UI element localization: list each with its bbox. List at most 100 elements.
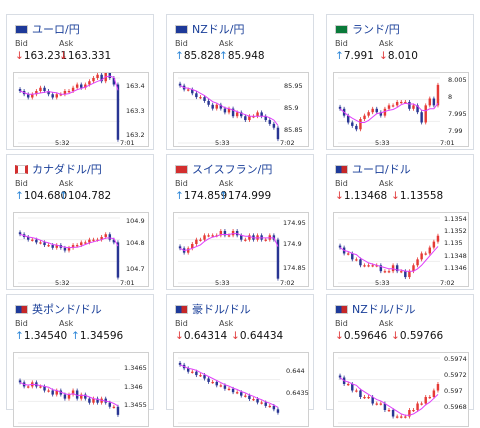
- candle-body: [264, 239, 267, 241]
- candle-body: [404, 271, 407, 278]
- card-title[interactable]: NZドル/ドル: [335, 301, 415, 317]
- card-eur-usd[interactable]: ユーロ/ドル Bid Ask ↓1.13468 ↓1.13558 1.1354 …: [326, 154, 474, 290]
- candle-body: [100, 236, 103, 240]
- candle-body: [240, 392, 243, 396]
- ask-label: Ask: [379, 179, 394, 188]
- candle-body: [391, 265, 395, 272]
- ask-value: ↓163.331: [59, 50, 112, 62]
- candle-body: [346, 253, 350, 255]
- candle-body: [379, 265, 383, 272]
- card-title[interactable]: ランド/円: [335, 21, 400, 37]
- candle-body: [35, 91, 38, 95]
- candle-body: [432, 241, 436, 248]
- candle-body: [39, 87, 42, 91]
- y-tick-label: 85.95: [284, 82, 303, 90]
- card-gbp-usd[interactable]: 英ポンド/ドル Bid Ask ↑1.34540 ↑1.34596 1.3465…: [6, 294, 154, 427]
- card-title[interactable]: NZドル/円: [175, 21, 244, 37]
- card-zar-jpy[interactable]: ランド/円 Bid Ask ↑7.991 ↓8.010 8.005 8 7.99…: [326, 14, 474, 150]
- candle-body: [391, 410, 395, 417]
- bid-value: ↓0.64314: [175, 330, 228, 342]
- card-cad-jpy[interactable]: カナダドル/円 Bid Ask ↑104.680 ↑104.782 104.9 …: [6, 154, 154, 290]
- arrow-down-icon: ↓: [335, 330, 344, 342]
- candle-body: [51, 390, 54, 395]
- candle-body: [428, 397, 432, 399]
- card-title[interactable]: ユーロ/ドル: [335, 161, 411, 177]
- y-tick-label: 0.644: [286, 367, 305, 375]
- x-tick-label: 5:33: [215, 139, 230, 147]
- y-tick-label: 163.2: [126, 131, 145, 139]
- ask-label: Ask: [219, 179, 234, 188]
- bid-value: ↑7.991: [335, 50, 374, 62]
- candle-body: [80, 242, 83, 246]
- bid-label: Bid: [335, 39, 348, 48]
- candle-body: [116, 84, 120, 140]
- candle-body: [92, 78, 95, 82]
- candle-body: [338, 106, 342, 109]
- candle-body: [219, 104, 223, 109]
- candle-body: [268, 405, 272, 408]
- price-chart: 163.4 163.3 163.2: [13, 72, 149, 147]
- moving-average-line: [179, 85, 279, 126]
- card-aud-usd[interactable]: 豪ドル/ドル Bid Ask ↓0.64314 ↓0.64434 0.644 0…: [166, 294, 314, 427]
- price-chart: 1.3465 1.346 1.3455: [13, 352, 149, 427]
- candle-body: [395, 416, 399, 418]
- ask-label: Ask: [59, 319, 74, 328]
- candle-body: [420, 403, 423, 405]
- candle-body: [363, 397, 366, 399]
- candle-body: [71, 245, 75, 248]
- card-chf-jpy[interactable]: スイスフラン/円 Bid Ask ↑174.859 ↑174.999 174.9…: [166, 154, 314, 290]
- candle-body: [416, 259, 419, 266]
- moving-average-line: [19, 233, 119, 249]
- candle-body: [260, 402, 263, 404]
- ask-label: Ask: [59, 179, 74, 188]
- candle-body: [371, 397, 374, 404]
- candle-body: [338, 375, 342, 378]
- card-nzd-jpy[interactable]: NZドル/円 Bid Ask ↑85.828 ↑85.948 85.95 85.…: [166, 14, 314, 150]
- candle-body: [96, 74, 99, 78]
- candle-body: [227, 235, 231, 237]
- candle-body: [178, 362, 182, 365]
- candle-body: [211, 104, 214, 109]
- candle-body: [235, 392, 239, 394]
- bid-value: ↑174.859: [175, 190, 228, 202]
- card-title[interactable]: 英ポンド/ドル: [15, 301, 102, 317]
- candle-body: [264, 402, 267, 406]
- candle-body: [112, 78, 116, 85]
- ch-flag-icon: [175, 164, 188, 174]
- y-tick-label: 1.346: [124, 383, 143, 391]
- candle-body: [272, 405, 276, 410]
- card-title[interactable]: 豪ドル/ドル: [175, 301, 251, 317]
- candle-body: [67, 91, 71, 93]
- candle-body: [88, 398, 91, 403]
- y-tick-label: 0.5968: [444, 403, 467, 411]
- candle-body: [272, 123, 276, 128]
- eu-flag-icon: [15, 24, 28, 34]
- arrow-up-icon: ↑: [175, 50, 184, 62]
- card-nzd-usd[interactable]: NZドル/ドル Bid Ask ↓0.59646 ↓0.59766 0.5974…: [326, 294, 474, 427]
- candle-body: [408, 101, 411, 109]
- gb-us-flag-icon: [15, 304, 28, 314]
- candle-body: [256, 399, 259, 403]
- moving-average-line: [339, 246, 439, 272]
- candle-body: [211, 381, 214, 384]
- candle-body: [346, 115, 350, 123]
- candle-body: [191, 244, 194, 249]
- ask-label: Ask: [59, 39, 74, 48]
- card-title[interactable]: ユーロ/円: [15, 21, 80, 37]
- candle-body: [96, 398, 99, 403]
- candle-body: [420, 112, 423, 123]
- card-title[interactable]: スイスフラン/円: [175, 161, 272, 177]
- y-tick-label: 0.5972: [444, 371, 467, 379]
- bid-label: Bid: [335, 179, 348, 188]
- y-tick-label: 1.1348: [444, 252, 467, 260]
- candle-body: [18, 380, 22, 383]
- candle-body: [55, 390, 58, 395]
- card-title[interactable]: カナダドル/円: [15, 161, 102, 177]
- card-eur-jpy[interactable]: ユーロ/円 Bid Ask ↓163.231 ↓163.331 163.4 16…: [6, 14, 154, 150]
- candle-body: [355, 390, 358, 392]
- candle-body: [55, 94, 58, 98]
- x-tick-label: 5:33: [375, 279, 390, 287]
- candle-body: [39, 242, 42, 244]
- candle-body: [244, 239, 247, 241]
- arrow-up-icon: ↑: [71, 330, 80, 342]
